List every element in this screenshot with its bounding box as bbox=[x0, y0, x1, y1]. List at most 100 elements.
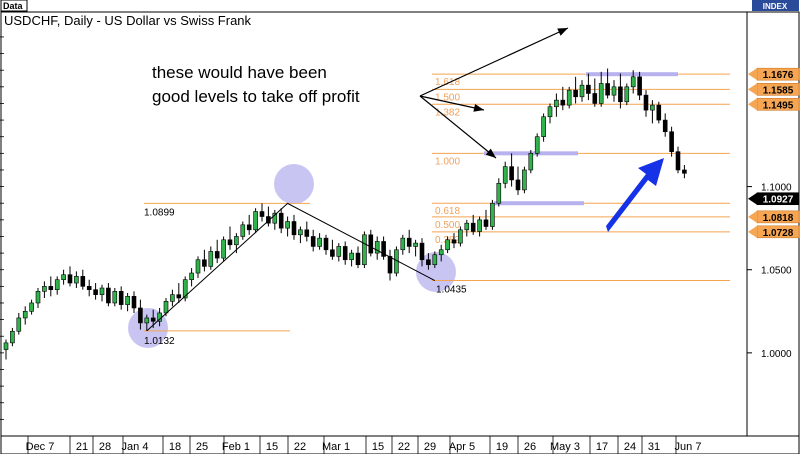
annotation-line-1: these would have been bbox=[152, 63, 327, 82]
candle-body bbox=[624, 86, 630, 103]
candle-body bbox=[29, 302, 34, 312]
candle-body bbox=[458, 229, 463, 244]
price-tag-label: 1.0818 bbox=[763, 213, 794, 224]
x-tick-label: Apr 5 bbox=[449, 441, 475, 453]
x-tick-label: 26 bbox=[524, 441, 536, 453]
candle-body bbox=[336, 246, 342, 257]
candle-body bbox=[272, 212, 278, 224]
x-tick-label: 19 bbox=[496, 441, 508, 453]
candle-body bbox=[656, 104, 662, 121]
trend-zigzag bbox=[146, 202, 436, 332]
candle-body bbox=[515, 179, 521, 191]
candle-body bbox=[48, 286, 54, 290]
candle-body bbox=[202, 259, 207, 267]
arrow-head bbox=[557, 28, 568, 36]
candle-body bbox=[682, 169, 687, 174]
x-tick-label: 17 bbox=[596, 441, 608, 453]
candle-body bbox=[643, 94, 649, 111]
candle-body bbox=[86, 286, 92, 290]
candle-body bbox=[374, 241, 380, 254]
candle-body bbox=[42, 286, 47, 292]
candle-body bbox=[426, 259, 431, 266]
x-tick-label: Feb 1 bbox=[222, 441, 250, 453]
target-bar bbox=[586, 72, 678, 77]
swing-circle bbox=[274, 164, 314, 204]
candle-body bbox=[291, 221, 297, 236]
x-tick-label: Dec 7 bbox=[26, 441, 55, 453]
candle-body bbox=[496, 182, 502, 204]
candle-body bbox=[547, 106, 553, 118]
candle-body bbox=[566, 89, 572, 106]
candle-body bbox=[662, 119, 668, 133]
candle-body bbox=[99, 287, 105, 295]
x-tick-label: 22 bbox=[294, 441, 306, 453]
fib-label: 0.500 bbox=[435, 220, 460, 231]
candle-body bbox=[80, 276, 86, 287]
price-tag-label: 1.1585 bbox=[763, 85, 794, 96]
candle-body bbox=[669, 131, 674, 152]
x-tick-label: 22 bbox=[398, 441, 410, 453]
overlays: 1.0132 1.0899 1.0435 bbox=[144, 27, 664, 347]
candle-body bbox=[675, 151, 681, 171]
x-tick-label: Jan 4 bbox=[122, 441, 149, 453]
target-bar bbox=[494, 201, 584, 206]
price-tag-pointer bbox=[748, 98, 757, 111]
candle-body bbox=[150, 317, 156, 322]
candle-body bbox=[650, 104, 655, 111]
y-tick-label: 1.1000 bbox=[761, 183, 792, 194]
price-tag-pointer bbox=[748, 83, 757, 96]
x-tick-label: 21 bbox=[76, 441, 88, 453]
candle-body bbox=[176, 294, 182, 299]
x-tick-label: May 3 bbox=[550, 441, 580, 453]
x-tick-label: 28 bbox=[99, 441, 111, 453]
candle-body bbox=[477, 219, 482, 232]
candle-body bbox=[67, 274, 73, 284]
candle-body bbox=[131, 296, 137, 309]
candle-body bbox=[406, 237, 412, 247]
candle-body bbox=[3, 342, 9, 350]
swing-low2-label: 1.0435 bbox=[436, 285, 467, 296]
price-tag-label: 1.1676 bbox=[763, 70, 794, 81]
candle-body bbox=[573, 89, 578, 98]
candle-body bbox=[592, 93, 598, 104]
fib-label: 1.000 bbox=[435, 156, 460, 167]
candle-body bbox=[35, 291, 41, 304]
candle-body bbox=[310, 236, 316, 247]
index-tag-label: INDEX bbox=[763, 2, 788, 11]
candle-body bbox=[637, 76, 642, 96]
candle-body bbox=[214, 251, 220, 259]
x-tick-label: 15 bbox=[266, 441, 278, 453]
candle-body bbox=[74, 276, 79, 284]
candle-body bbox=[342, 246, 348, 261]
candle-body bbox=[304, 229, 310, 237]
candle-body bbox=[368, 234, 374, 254]
candle-body bbox=[509, 166, 514, 181]
candle-body bbox=[605, 83, 610, 96]
candle-body bbox=[419, 242, 425, 261]
candle-body bbox=[387, 256, 393, 274]
candle-body bbox=[253, 211, 258, 231]
candle-body bbox=[125, 296, 130, 305]
candle-body bbox=[163, 301, 169, 314]
candle-body bbox=[522, 169, 527, 191]
candle-body bbox=[234, 236, 239, 246]
candle-body bbox=[381, 241, 386, 257]
price-tag-label: 1.0728 bbox=[763, 228, 794, 239]
x-tick-label: Mar 1 bbox=[322, 441, 350, 453]
candle-body bbox=[330, 249, 335, 257]
data-tab[interactable] bbox=[0, 0, 28, 12]
candle-body bbox=[278, 212, 284, 229]
chart-title: USDCHF, Daily - US Dollar vs Swiss Frank bbox=[4, 13, 252, 28]
x-tick-label: 31 bbox=[648, 441, 660, 453]
fib-label: 1.382 bbox=[435, 107, 460, 118]
candle-body bbox=[432, 254, 438, 266]
candle-body bbox=[618, 86, 623, 103]
candle-body bbox=[259, 211, 265, 217]
candle-body bbox=[355, 252, 361, 266]
candle-body bbox=[611, 86, 617, 96]
x-tick-label: 25 bbox=[196, 441, 208, 453]
candle-body bbox=[464, 222, 470, 231]
index-tag bbox=[752, 0, 799, 11]
candle-body bbox=[144, 317, 150, 324]
candle-body bbox=[138, 307, 143, 324]
